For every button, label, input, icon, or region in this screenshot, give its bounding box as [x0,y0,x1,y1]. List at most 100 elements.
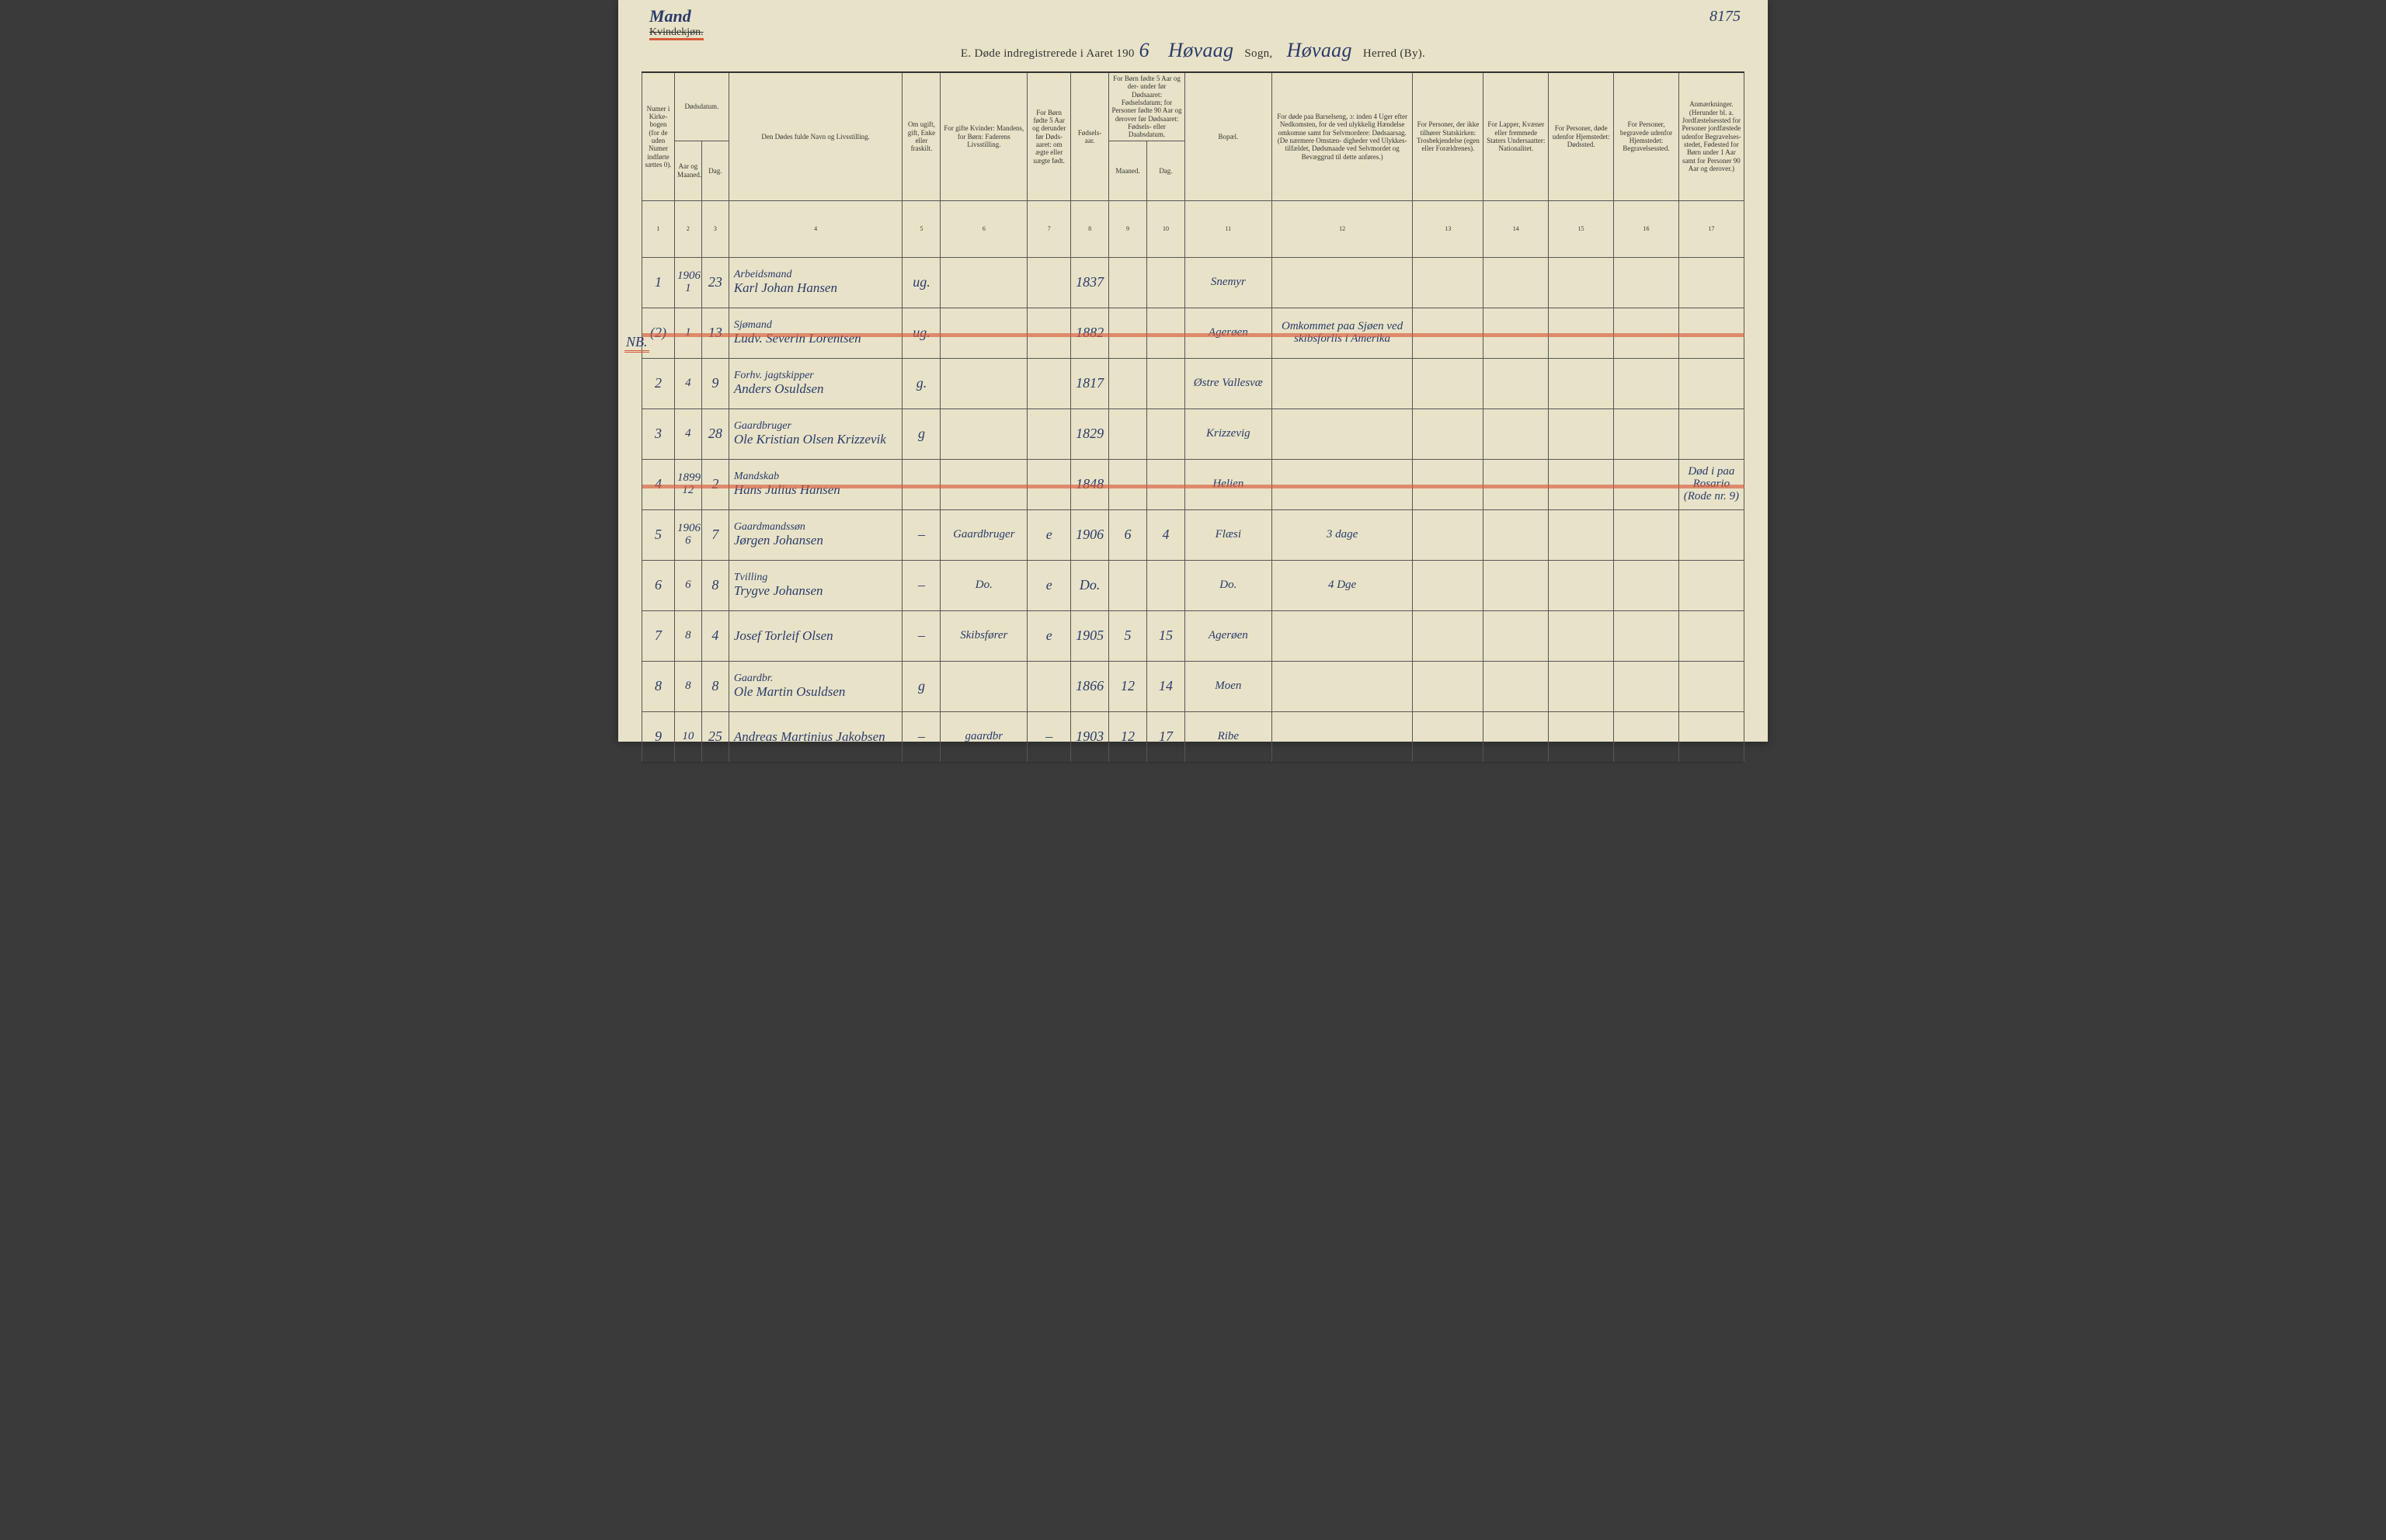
col-header-6: For Børn fødte 5 Aar og derunder før Død… [1028,72,1071,200]
table-cell: Østre Vallesvæ [1184,358,1271,408]
col-header-8b: Dag. [1146,141,1184,200]
table-cell [1549,308,1614,358]
table-cell [1146,459,1184,509]
table-cell [1614,459,1679,509]
ledger-page: Mand Kvindekjøn. 8175 E. Døde indregistr… [618,0,1768,742]
table-cell [1146,408,1184,459]
table-cell [1413,560,1483,610]
column-number: 13 [1413,200,1483,257]
table-cell [1028,308,1071,358]
table-cell: g. [903,358,941,408]
sogn-handwritten: Høvaag [1163,39,1238,61]
column-number: 3 [701,200,729,257]
col-header-2a: Aar og Maaned. [674,141,701,200]
table-cell [1678,358,1744,408]
table-row: 91025Andreas Martinius Jakobsen–gaardbr–… [642,711,1744,763]
table-cell: – [903,711,941,763]
table-row: 888Gaardbr.Ole Martin Osuldseng18661214M… [642,661,1744,711]
table-cell [1483,509,1549,560]
table-cell [941,459,1028,509]
table-cell: 1829 [1071,408,1109,459]
table-cell: 1837 [1071,257,1109,308]
column-number: 5 [903,200,941,257]
table-cell [941,408,1028,459]
table-cell [1614,509,1679,560]
table-cell: Krizzevig [1184,408,1271,459]
table-cell: 4 [674,358,701,408]
table-cell: 3 dage [1271,509,1413,560]
table-cell [1678,560,1744,610]
page-number: 8175 [1710,8,1741,26]
column-number: 17 [1678,200,1744,257]
table-cell [1549,358,1614,408]
table-cell: TvillingTrygve Johansen [729,560,903,610]
table-cell [1109,308,1147,358]
table-cell: Moen [1184,661,1271,711]
col-header-7: Fødsels- aar. [1071,72,1109,200]
table-cell [1413,459,1483,509]
column-number: 12 [1271,200,1413,257]
table-cell [1549,408,1614,459]
table-cell: Snemyr [1184,257,1271,308]
table-cell [1146,560,1184,610]
table-cell [1271,711,1413,763]
table-cell [1109,257,1147,308]
table-cell: (2) [642,308,675,358]
kvinde-text: Kvindekjøn. [649,26,704,38]
table-cell: Andreas Martinius Jakobsen [729,711,903,763]
table-cell [1549,509,1614,560]
table-cell [1678,509,1744,560]
red-underline [649,38,704,40]
table-cell [1549,711,1614,763]
table-cell [941,308,1028,358]
table-cell [1109,358,1147,408]
table-cell [1483,308,1549,358]
table-cell: – [903,610,941,661]
table-cell: Josef Torleif Olsen [729,610,903,661]
table-header: Numer i Kirke- bogen (for de uden Numer … [642,72,1744,257]
table-cell: 1903 [1071,711,1109,763]
table-cell: e [1028,610,1071,661]
title-year: 6 [1135,39,1154,61]
table-cell [1549,560,1614,610]
table-cell [1413,509,1483,560]
table-cell [1614,358,1679,408]
table-cell: 7 [642,610,675,661]
table-cell [1614,408,1679,459]
table-row: 249Forhv. jagtskipperAnders Osuldseng.18… [642,358,1744,408]
table-cell: 1 [642,257,675,308]
table-cell: 3 [642,408,675,459]
table-cell [1549,459,1614,509]
table-cell: 8 [674,661,701,711]
title-prefix: E. Døde indregistrerede i Aaret 190 [961,47,1135,60]
col-header-10: For døde paa Barselseng, ɔ: inden 4 Uger… [1271,72,1413,200]
table-cell [1483,711,1549,763]
table-cell [1614,257,1679,308]
table-cell [1614,711,1679,763]
table-cell [1413,661,1483,711]
table-cell: – [903,509,941,560]
table-cell: – [1028,711,1071,763]
table-cell: 5 [642,509,675,560]
col-header-14: For Personer, begravede udenfor Hjemsted… [1614,72,1679,200]
table-cell [1413,610,1483,661]
table-cell: 1 [674,308,701,358]
table-cell: e [1028,560,1071,610]
table-cell [1483,661,1549,711]
table-cell [1028,661,1071,711]
table-cell: 6 [1109,509,1147,560]
table-cell [1109,408,1147,459]
table-cell: Gaardbr.Ole Martin Osuldsen [729,661,903,711]
ledger-table: Numer i Kirke- bogen (for de uden Numer … [642,71,1744,763]
table-cell [1549,610,1614,661]
table-cell: 1899 12 [674,459,701,509]
table-cell: 1882 [1071,308,1109,358]
table-cell: Do. [941,560,1028,610]
table-cell: 8 [701,560,729,610]
table-row: 784Josef Torleif Olsen–Skibsførere190551… [642,610,1744,661]
table-cell [1678,610,1744,661]
table-cell: Do. [1071,560,1109,610]
table-cell [1271,257,1413,308]
table-cell: 15 [1146,610,1184,661]
col-header-2b: Dag. [701,141,729,200]
